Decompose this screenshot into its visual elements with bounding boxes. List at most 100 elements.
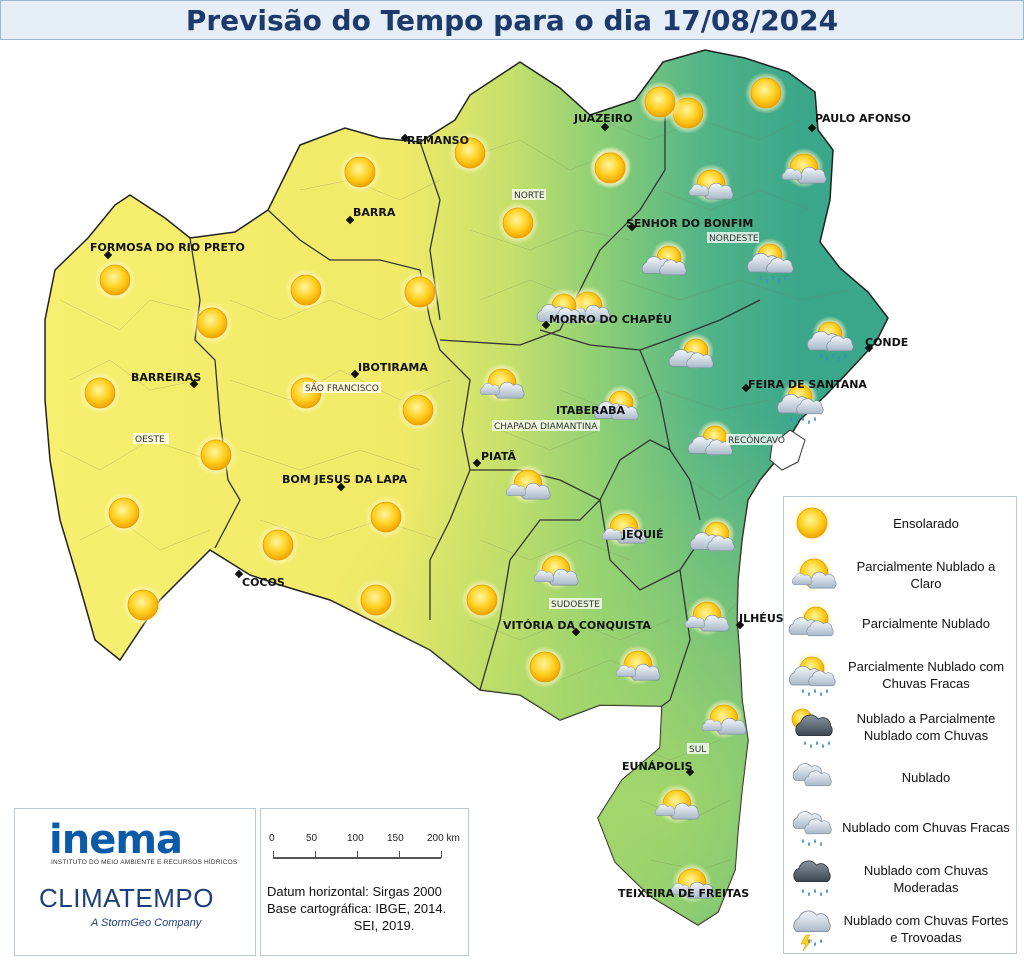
city-label-ilheus: ILHÉUS [739,612,784,625]
sun-icon [461,579,503,621]
legend-row-sun: Ensolarado [784,497,1016,549]
partly-cloudy-rain-icon [747,238,794,284]
legend-label: Nublado com Chuvas Moderadas [863,863,989,895]
bahia-map: REMANSO JUAZEIRO PAULO AFONSO BARRA SENH… [44,49,911,926]
legend-label: Ensolarado [893,515,959,531]
partly-cloudy-light-icon [669,863,715,903]
city-feira-de-santana: FEIRA DE SANTANA [741,378,867,393]
partly-cloudy-light-icon [615,645,661,685]
sun-icon [339,151,381,193]
region-labels: NORTE NORDESTE SÃO FRANCISCO OESTE CHAPA… [133,189,785,755]
city-label-conde: CONDE [865,336,908,349]
title-bar: Previsão do Tempo para o dia 17/08/2024 [0,0,1024,40]
cloudy-icon [792,763,832,787]
legend-row-cloudy: Nublado [784,751,1016,803]
partly-cloudy-light-icon [479,363,525,403]
city-label-feira-de-santana: FEIRA DE SANTANA [748,378,867,391]
region-label-sudoeste: SUDOESTE [551,600,600,610]
region-label-nordeste: NORDESTE [709,234,759,244]
legend-row-cloudy-moderate-rain: Nublado com Chuvas Moderadas [784,853,1016,905]
sun-icon [285,269,327,311]
city-label-morro-do-chapeu: MORRO DO CHAPÉU [549,313,672,326]
region-label-sao-francisco: SÃO FRANCISCO [305,383,379,394]
inema-logo: inema [49,817,183,863]
cloudy-light-rain-icon [792,811,832,847]
cloudy-partly-rain-icon [791,708,833,749]
city-label-juazeiro: JUAZEIRO [573,112,633,125]
city-markers: REMANSO JUAZEIRO PAULO AFONSO BARRA SENH… [90,112,911,900]
region-nordeste: NORDESTE [707,232,759,244]
legend-label: Parcialmente Nublado com Chuvas Fracas [847,659,1005,691]
legend-row-storm: Nublado com Chuvas Fortes e Trovoadas [784,903,1016,955]
legend-row-partly-cloudy-rain: Parcialmente Nublado com Chuvas Fracas [784,649,1016,701]
partly-cloudy-light-icon [701,699,747,739]
region-label-norte: NORTE [514,191,545,201]
storm-icon [793,910,831,952]
sun-icon [639,81,681,123]
partly-cloudy-icon [788,601,834,637]
page-title: Previsão do Tempo para o dia 17/08/2024 [185,3,839,37]
sun-icon [355,579,397,621]
city-label-formosa-do-rio-preto: FORMOSA DO RIO PRETO [90,241,245,254]
scale-datum-text: Datum horizontal: Sirgas 2000 Base carto… [267,884,447,933]
legend-label: Nublado [901,769,951,785]
sun-icon [745,72,787,114]
city-cocos: COCOS [234,569,285,589]
city-label-barreiras: BARREIRAS [131,371,201,384]
partly-cloudy-rain-icon [807,316,854,362]
inema-subtitle: INSTITUTO DO MEIO AMBIENTE E RECURSOS HÍ… [51,859,238,866]
city-paulo-afonso: PAULO AFONSO [807,112,911,133]
region-sudoeste: SUDOESTE [549,598,602,610]
region-label-sul: SUL [689,745,706,755]
scale-tick-label: 150 [387,833,404,844]
legend-label: Nublado a Parcialmente Nublado com Chuva… [856,711,996,743]
city-label-eunapolis: EUNÁPOLIS [622,760,693,773]
legend-label: Nublado com Chuvas Fortes e Trovoadas [843,913,1009,945]
partly-cloudy-rain-icon [777,379,824,425]
sun-icon [365,496,407,538]
city-itaberaba: ITABERABA [556,404,626,417]
sun-icon [257,524,299,566]
city-piata: PIATÃ [472,450,516,468]
sun-icon [122,584,164,626]
sun-icon [399,271,441,313]
city-label-jequie: JEQUIÉ [621,528,664,541]
partly-cloudy-icon [641,240,687,276]
region-reconcavo: RECÔNCAVO [726,434,785,446]
scale-tick-label: 0 [269,833,275,844]
scale-bar [273,857,441,859]
partly-cloudy-icon [687,420,733,456]
climatempo-logo: CLIMATEMPO [39,883,214,913]
scale-tick [441,851,442,858]
region-norte: NORTE [512,189,546,201]
legend-row-cloudy-partly-rain: Nublado a Parcialmente Nublado com Chuva… [784,701,1016,753]
scale-tick [399,851,400,858]
city-remanso: REMANSO [400,133,469,147]
partly-cloudy-light-icon [505,464,551,504]
weather-icons [79,72,854,903]
legend-label: Parcialmente Nublado a Claro [856,559,996,591]
sun-icon [195,434,237,476]
city-label-senhor-do-bonfim: SENHOR DO BONFIM [626,217,753,230]
sun-icon [589,147,631,189]
city-senhor-do-bonfim: SENHOR DO BONFIM [626,217,753,232]
sun-icon [191,302,233,344]
legend-row-partly-cloudy: Parcialmente Nublado [784,597,1016,649]
legend-row-partly-cloudy-light: Parcialmente Nublado a Claro [784,549,1016,601]
city-label-cocos: COCOS [242,576,285,589]
partly-cloudy-light-icon [684,596,730,636]
city-bom-jesus-da-lapa: BOM JESUS DA LAPA [282,473,408,492]
city-eunapolis: EUNÁPOLIS [622,760,695,777]
region-label-reconcavo: RECÔNCAVO [728,434,785,446]
scale-tick [315,851,316,858]
city-label-piata: PIATÃ [481,450,516,463]
city-ibotirama: IBOTIRAMA [350,361,428,379]
legend-label: Nublado com Chuvas Fracas [842,819,1010,835]
city-formosa-do-rio-preto: FORMOSA DO RIO PRETO [90,241,245,260]
cloudy-moderate-rain-icon [793,860,831,897]
city-barra: BARRA [345,206,396,225]
region-label-oeste: OESTE [135,435,165,445]
partly-cloudy-icon [689,516,735,552]
partly-cloudy-icon [668,333,714,369]
south-color-overlay [45,50,888,925]
